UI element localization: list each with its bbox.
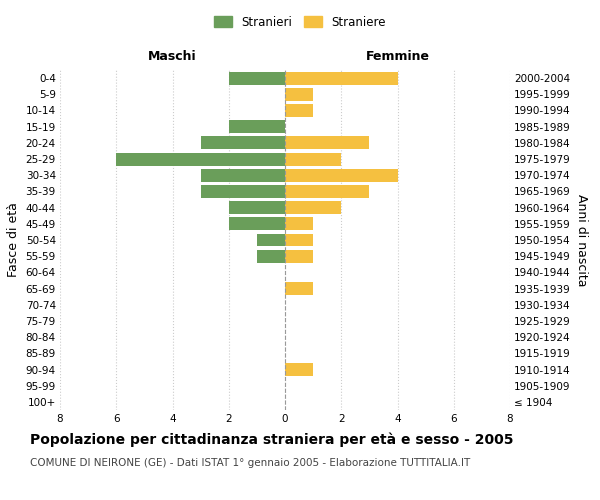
Bar xyxy=(200,185,285,198)
Bar xyxy=(285,185,370,198)
Bar xyxy=(200,169,285,181)
Bar xyxy=(285,136,370,149)
Y-axis label: Anni di nascita: Anni di nascita xyxy=(575,194,587,286)
Bar xyxy=(229,120,285,133)
Bar xyxy=(285,218,313,230)
Bar xyxy=(285,234,313,246)
Bar xyxy=(285,104,313,117)
Y-axis label: Fasce di età: Fasce di età xyxy=(7,202,20,278)
Bar xyxy=(285,250,313,262)
Bar xyxy=(229,72,285,85)
Bar xyxy=(285,88,313,101)
Bar xyxy=(285,152,341,166)
Bar xyxy=(285,72,398,85)
Bar xyxy=(285,363,313,376)
Text: COMUNE DI NEIRONE (GE) - Dati ISTAT 1° gennaio 2005 - Elaborazione TUTTITALIA.IT: COMUNE DI NEIRONE (GE) - Dati ISTAT 1° g… xyxy=(30,458,470,468)
Text: Femmine: Femmine xyxy=(365,50,430,63)
Bar xyxy=(285,169,398,181)
Bar xyxy=(229,218,285,230)
Bar xyxy=(116,152,285,166)
Bar xyxy=(200,136,285,149)
Text: Maschi: Maschi xyxy=(148,50,197,63)
Text: Popolazione per cittadinanza straniera per età e sesso - 2005: Popolazione per cittadinanza straniera p… xyxy=(30,432,514,447)
Bar xyxy=(285,201,341,214)
Legend: Stranieri, Straniere: Stranieri, Straniere xyxy=(209,11,391,34)
Bar xyxy=(257,234,285,246)
Bar xyxy=(229,201,285,214)
Bar xyxy=(285,282,313,295)
Bar xyxy=(257,250,285,262)
